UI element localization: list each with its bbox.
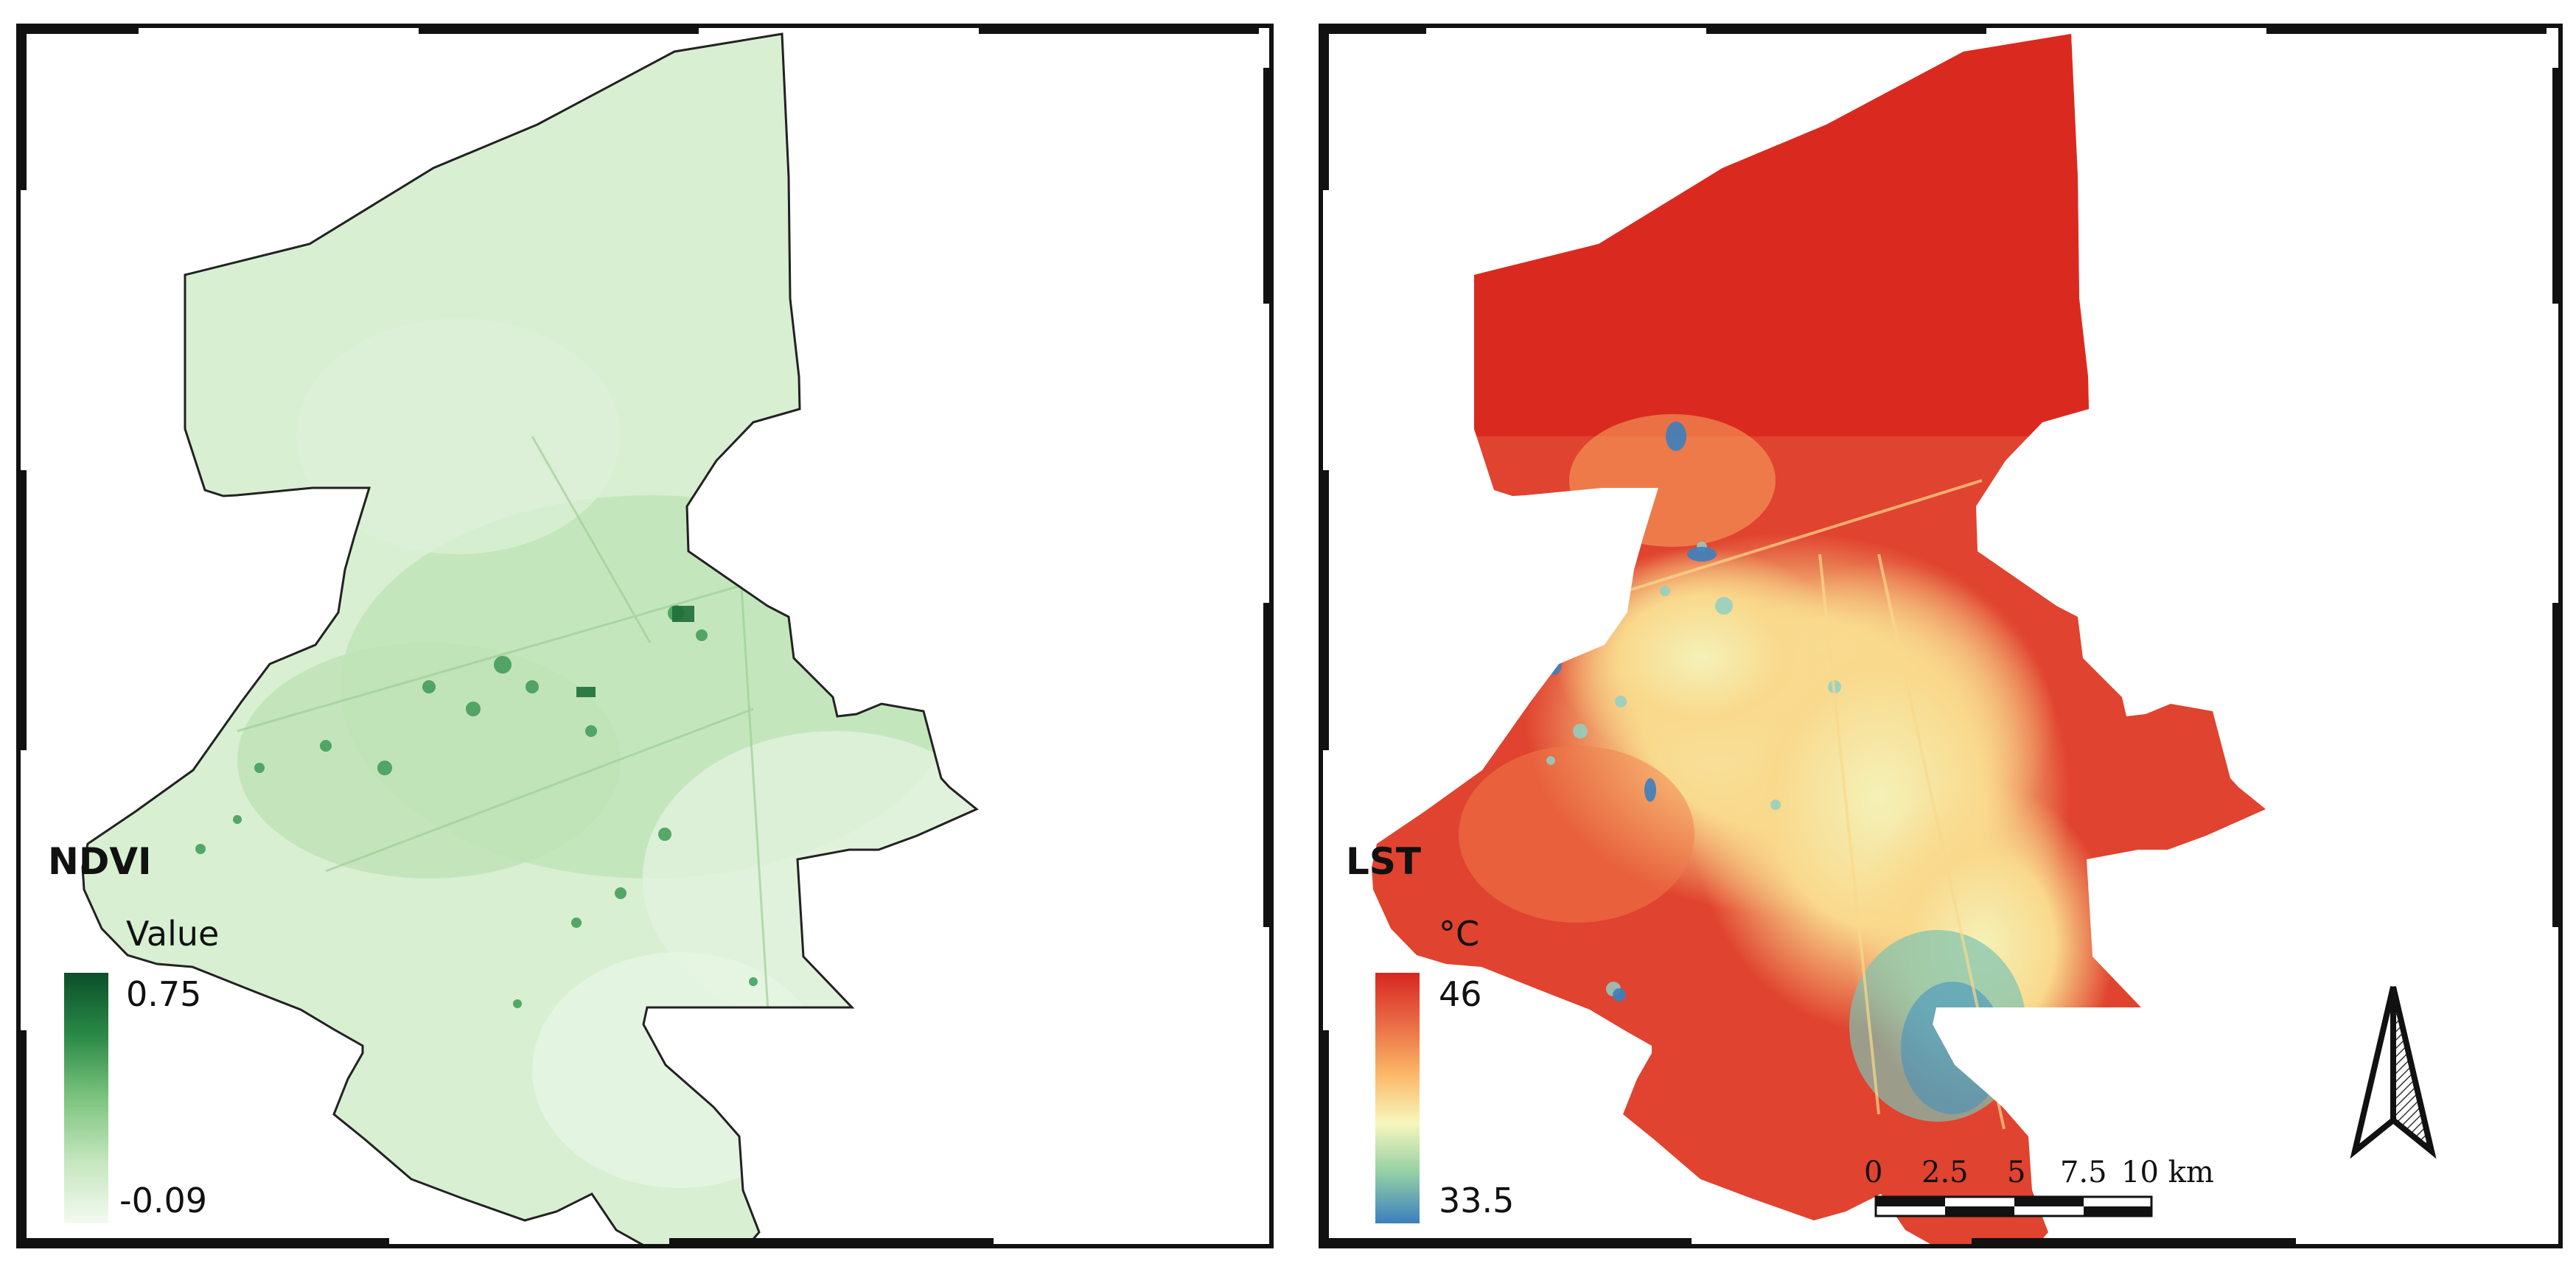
lst-map-panel: LST °C 46 33.5 0 2.5 5 7.5 10 km bbox=[1319, 24, 2563, 1248]
scale-bar-label: 10 km bbox=[2121, 1156, 2214, 1189]
scale-bar bbox=[1874, 1195, 2153, 1217]
lst-legend-color-ramp bbox=[1375, 973, 1420, 1223]
ndvi-legend-heading: Value bbox=[126, 914, 220, 954]
ndvi-legend-min: -0.09 bbox=[119, 1181, 208, 1220]
scale-bar-label: 2.5 bbox=[1921, 1156, 1969, 1189]
ndvi-legend-max: 0.75 bbox=[126, 974, 202, 1014]
lst-legend-min: 33.5 bbox=[1439, 1181, 1515, 1220]
scale-bar-label: 0 bbox=[1864, 1156, 1883, 1189]
lst-legend-heading: °C bbox=[1439, 914, 1480, 954]
ndvi-raster-texture bbox=[83, 34, 977, 1248]
ndvi-legend-color-ramp bbox=[64, 973, 108, 1223]
scale-bar-label: 5 bbox=[2007, 1156, 2026, 1189]
lst-legend-max: 46 bbox=[1439, 974, 1482, 1014]
north-arrow-icon bbox=[2350, 986, 2437, 1159]
ndvi-map-canvas bbox=[16, 24, 1274, 1248]
ndvi-map-title: NDVI bbox=[48, 840, 152, 883]
scale-bar-label: 7.5 bbox=[2060, 1156, 2107, 1189]
lst-map-title: LST bbox=[1346, 840, 1421, 883]
lst-map-canvas bbox=[1319, 24, 2563, 1248]
ndvi-map-panel: NDVI Value 0.75 -0.09 bbox=[16, 24, 1274, 1248]
